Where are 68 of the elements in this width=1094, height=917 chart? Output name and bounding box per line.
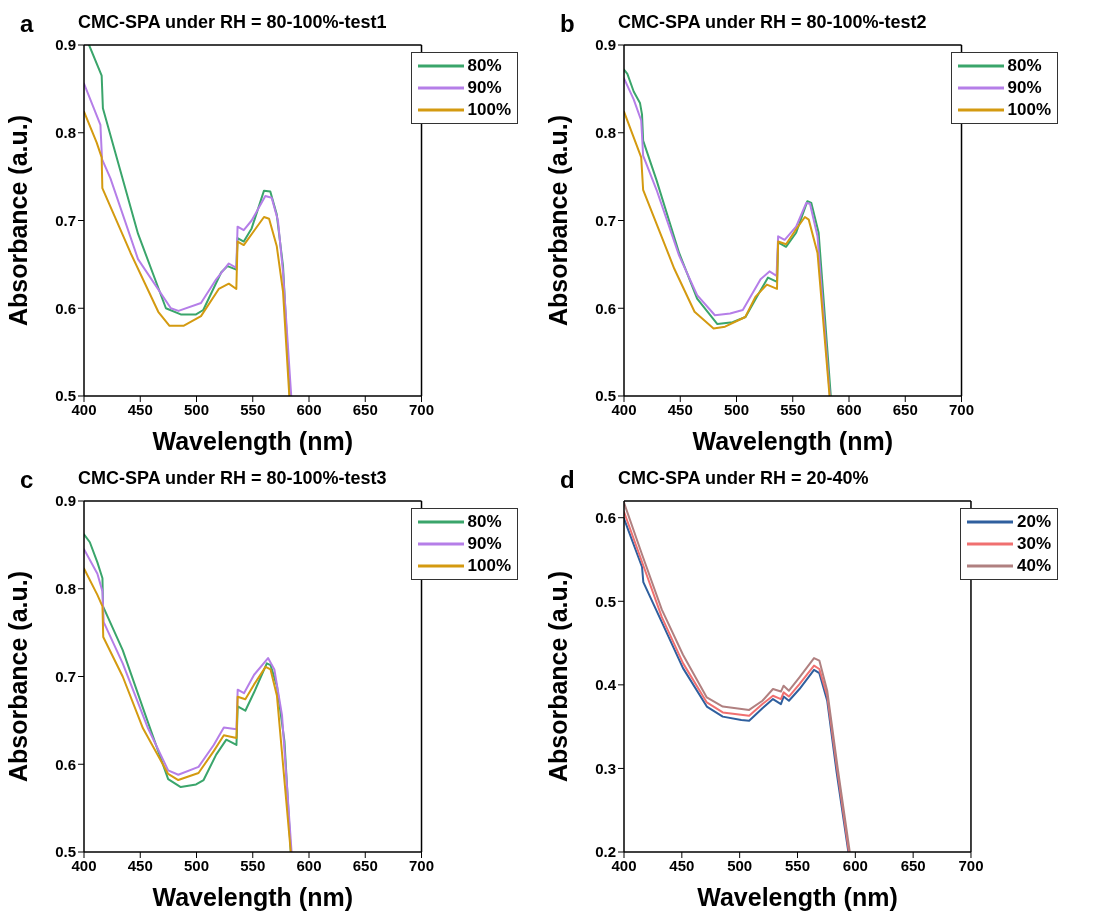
legend-label: 80% [467,512,502,532]
y-tick-label: 0.8 [55,124,76,142]
x-tick-label: 600 [836,400,862,418]
legend-label: 80% [467,56,502,76]
x-axis-title: Wavelength (nm) [152,427,353,455]
y-tick-label: 0.9 [55,36,76,54]
y-tick-label: 0.9 [595,36,616,54]
x-tick-label: 450 [127,856,153,874]
x-tick-label: 650 [352,856,378,874]
x-axis-title: Wavelength (nm) [697,883,898,911]
y-tick-label: 0.8 [595,124,616,142]
y-tick-label: 0.7 [595,211,616,229]
x-tick-label: 650 [892,400,918,418]
x-tick-label: 550 [780,400,806,418]
x-tick-label: 450 [669,856,695,874]
y-tick-label: 0.3 [595,759,616,777]
y-axis-title: Absorbance (a.u.) [543,570,572,783]
y-tick-label: 0.5 [595,592,616,610]
y-tick-label: 0.8 [55,580,76,598]
legend-label: 100% [1007,100,1051,120]
legend-label: 40% [1016,556,1051,576]
y-tick-label: 0.7 [55,667,76,685]
x-tick-label: 500 [183,400,210,418]
y-tick-label: 0.7 [55,211,76,229]
x-axis-title: Wavelength (nm) [692,427,893,455]
legend-label: 20% [1016,512,1051,532]
chart-title: CMC-SPA under RH = 80-100%-test2 [618,12,927,33]
y-tick-label: 0.6 [55,299,76,317]
x-tick-label: 500 [723,400,750,418]
x-tick-label: 600 [842,856,868,874]
x-tick-label: 450 [127,400,153,418]
x-tick-label: 600 [296,400,322,418]
legend-label: 90% [467,534,502,554]
y-tick-label: 0.4 [595,676,617,694]
legend-label: 80% [1007,56,1042,76]
y-tick-label: 0.9 [55,492,76,510]
x-tick-label: 550 [240,856,266,874]
x-tick-label: 700 [949,400,975,418]
x-tick-label: 650 [352,400,378,418]
legend-label: 100% [467,100,511,120]
y-tick-label: 0.6 [595,509,616,527]
y-axis-title: Absorbance (a.u.) [3,570,32,783]
x-axis-title: Wavelength (nm) [152,883,353,911]
x-tick-label: 700 [958,856,984,874]
text: a [20,10,34,38]
text: c [20,466,34,494]
text: d [560,466,575,494]
chart-title: CMC-SPA under RH = 80-100%-test3 [78,468,387,489]
y-tick-label: 0.6 [595,299,616,317]
legend-label: 90% [467,78,502,98]
x-tick-label: 500 [727,856,753,874]
x-tick-label: 450 [667,400,693,418]
chart-title: CMC-SPA under RH = 20-40% [618,468,869,489]
legend-label: 90% [1007,78,1042,98]
legend-label: 100% [467,556,511,576]
x-tick-label: 550 [240,400,266,418]
text: b [560,10,575,38]
x-tick-label: 650 [900,856,926,874]
x-tick-label: 700 [409,400,435,418]
y-axis-title: Absorbance (a.u.) [3,114,32,327]
chart-title: CMC-SPA under RH = 80-100%-test1 [78,12,387,33]
y-axis-title: Absorbance (a.u.) [543,114,572,327]
x-tick-label: 700 [409,856,435,874]
x-tick-label: 500 [183,856,210,874]
legend-label: 30% [1016,534,1051,554]
y-tick-label: 0.6 [55,755,76,773]
x-tick-label: 600 [296,856,322,874]
x-tick-label: 550 [784,856,810,874]
